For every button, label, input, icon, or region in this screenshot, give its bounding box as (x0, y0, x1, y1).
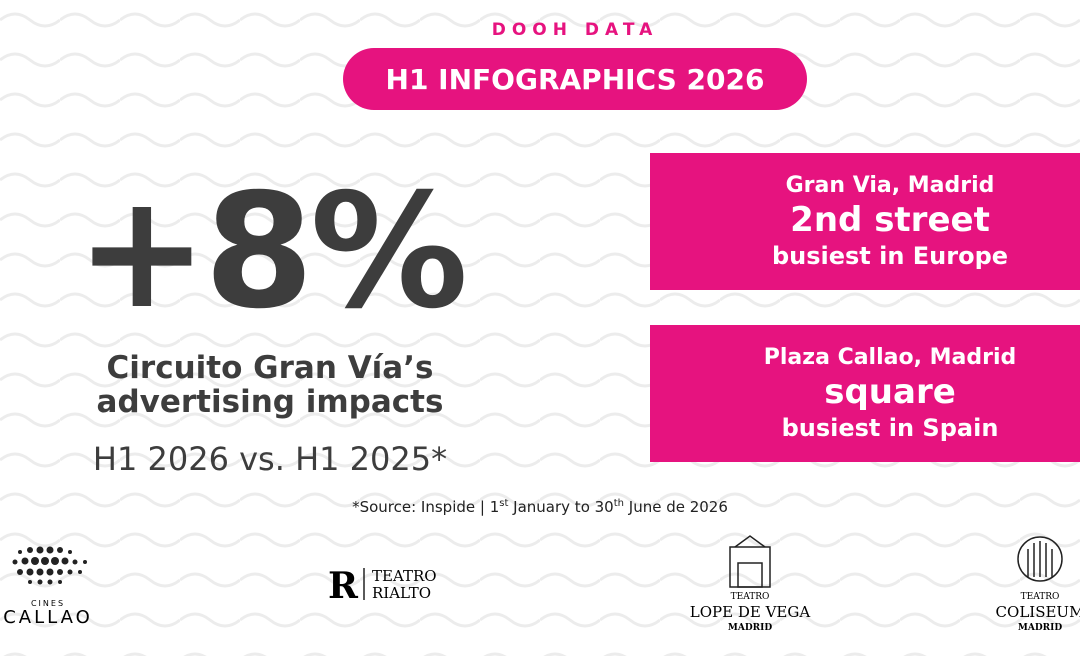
logo-rialto: R TEATRO RIALTO (328, 565, 437, 607)
source-text: June de 2026 (624, 498, 728, 516)
stat-value: +8% (75, 160, 469, 344)
logo-text: MADRID (1018, 623, 1062, 633)
stat-caption: advertising impacts (96, 384, 444, 420)
logo-text: TEATRO (731, 592, 770, 602)
logo-text: CINES (31, 599, 65, 608)
source-sup: st (499, 498, 509, 509)
logo-text: COLISEUM (996, 603, 1080, 621)
stat-comparison: H1 2026 vs. H1 2025* (92, 440, 448, 478)
source-note: *Source: Inspide | 1st January to 30th J… (0, 498, 1080, 516)
source-text: *Source: Inspide | 1 (352, 498, 500, 516)
card-detail: busiest in Spain (781, 414, 999, 442)
logo-text: TEATRO (1021, 592, 1060, 602)
logo-text: CALLAO (3, 607, 93, 628)
source-text: January to 30 (508, 498, 614, 516)
logo-callao: CINES CALLAO (3, 546, 93, 628)
card: Gran Via, Madrid 2nd street busiest in E… (650, 153, 1080, 290)
card-rank: 2nd street (790, 200, 990, 240)
card-place: Gran Via, Madrid (785, 173, 995, 198)
title: H1 INFOGRAPHICS 2026 (385, 62, 765, 96)
stat-caption: Circuito Gran Vía’s (106, 350, 434, 386)
card-place: Plaza Callao, Madrid (763, 345, 1017, 370)
logo-text: MADRID (728, 623, 772, 633)
logo-text: TEATRO (372, 567, 437, 585)
title-pill: H1 INFOGRAPHICS 2026 (343, 48, 807, 110)
logo-lope: TEATRO LOPE DE VEGA MADRID (690, 535, 811, 633)
card-rank: square (824, 372, 956, 412)
logo-text: RIALTO (372, 584, 431, 602)
logo-text: LOPE DE VEGA (690, 603, 811, 621)
logo-coliseum: TEATRO COLISEUM MADRID (996, 536, 1080, 633)
kicker: DOOH DATA (491, 20, 659, 40)
source-sup: th (613, 498, 624, 509)
card-detail: busiest in Europe (771, 242, 1009, 270)
card: Plaza Callao, Madrid square busiest in S… (650, 325, 1080, 462)
logo-mark: R (328, 565, 359, 607)
